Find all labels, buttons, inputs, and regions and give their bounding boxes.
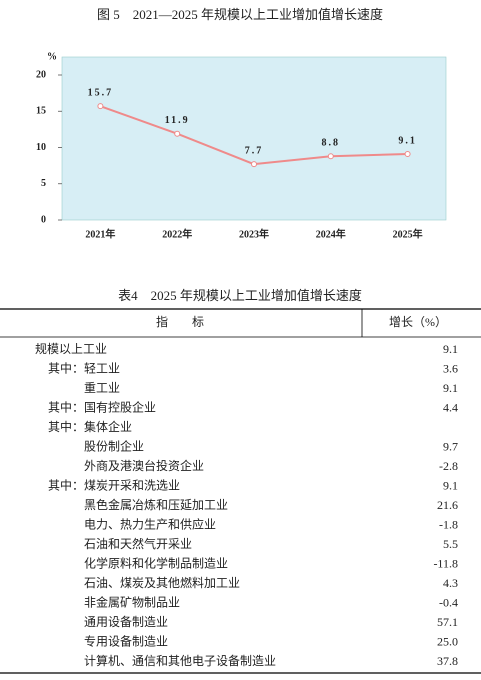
row-value: 57.1 — [437, 615, 458, 629]
row-value: -2.8 — [439, 459, 458, 473]
y-tick-label: 15 — [36, 106, 46, 117]
value-label: 7.7 — [245, 145, 264, 156]
point — [404, 151, 411, 158]
row-label: 石油、煤炭及其他燃料加工业 — [84, 575, 240, 590]
row-label: 电力、热力生产和供应业 — [84, 516, 216, 531]
x-tick-label: 2022年 — [162, 227, 192, 240]
x-tick-label: 2023年 — [239, 227, 269, 240]
row-label: 黑色金属冶炼和压延加工业 — [84, 497, 228, 512]
point — [251, 161, 257, 168]
row-label: 重工业 — [84, 381, 120, 395]
row-prefix: 其中： — [48, 419, 84, 434]
row-value: 3.6 — [443, 361, 458, 375]
point — [327, 153, 334, 160]
row-label: 煤炭开采和洗选业 — [84, 478, 180, 492]
y-tick-label: 10 — [36, 142, 46, 153]
row-value: -1.8 — [439, 517, 458, 531]
row-prefix: 其中： — [48, 360, 84, 375]
row-value: 4.3 — [443, 576, 458, 590]
table-header: 增长（%） — [389, 315, 447, 329]
y-tick-label: 5 — [41, 178, 46, 189]
row-value: 21.6 — [437, 498, 458, 512]
row-prefix: 其中： — [48, 399, 84, 414]
row-label: 石油和天然气开采业 — [84, 536, 192, 551]
row-value: 37.8 — [437, 654, 458, 668]
row-label: 专用设备制造业 — [84, 633, 168, 648]
row-value: -11.8 — [433, 556, 458, 570]
row-label: 国有控股企业 — [84, 399, 156, 414]
point — [97, 103, 104, 110]
row-label: 通用设备制造业 — [84, 615, 168, 629]
row-label: 计算机、通信和其他电子设备制造业 — [84, 653, 276, 668]
row-value: 5.5 — [443, 537, 458, 551]
row-value: -0.4 — [439, 595, 458, 609]
value-label: 15.7 — [88, 87, 114, 98]
value-label: 11.9 — [165, 115, 190, 126]
row-label: 集体企业 — [84, 419, 132, 434]
x-tick-label: 2025年 — [393, 227, 423, 240]
row-label: 外商及港澳台投资企业 — [84, 458, 204, 473]
row-value: 9.7 — [443, 439, 458, 453]
x-tick-label: 2024年 — [316, 227, 346, 240]
row-label: 非金属矿物制品业 — [84, 594, 180, 609]
value-label: 9.1 — [398, 135, 417, 146]
point — [174, 130, 181, 137]
row-label: 轻工业 — [84, 361, 120, 375]
row-value: 9.1 — [443, 381, 458, 395]
x-tick-label: 2021年 — [85, 227, 115, 240]
row-value: 25.0 — [437, 634, 458, 648]
row-value: 9.1 — [443, 342, 458, 356]
chart-title: 图 5 2021—2025 年规模以上工业增加值增长速度 — [97, 7, 383, 22]
y-unit: % — [47, 51, 57, 62]
row-label: 化学原料和化学制品制造业 — [84, 555, 228, 570]
row-value: 9.1 — [443, 478, 458, 492]
y-tick-label: 20 — [36, 69, 46, 80]
table-header: 指 标 — [156, 314, 204, 329]
value-label: 8.8 — [322, 137, 341, 148]
row-label: 规模以上工业 — [35, 341, 107, 356]
row-value: 4.4 — [443, 400, 458, 414]
table-title: 表4 2025 年规模以上工业增加值增长速度 — [118, 288, 362, 303]
plot-area — [61, 56, 447, 221]
row-label: 股份制企业 — [84, 438, 144, 453]
y-tick-label: 0 — [41, 214, 46, 225]
row-prefix: 其中： — [48, 477, 84, 492]
